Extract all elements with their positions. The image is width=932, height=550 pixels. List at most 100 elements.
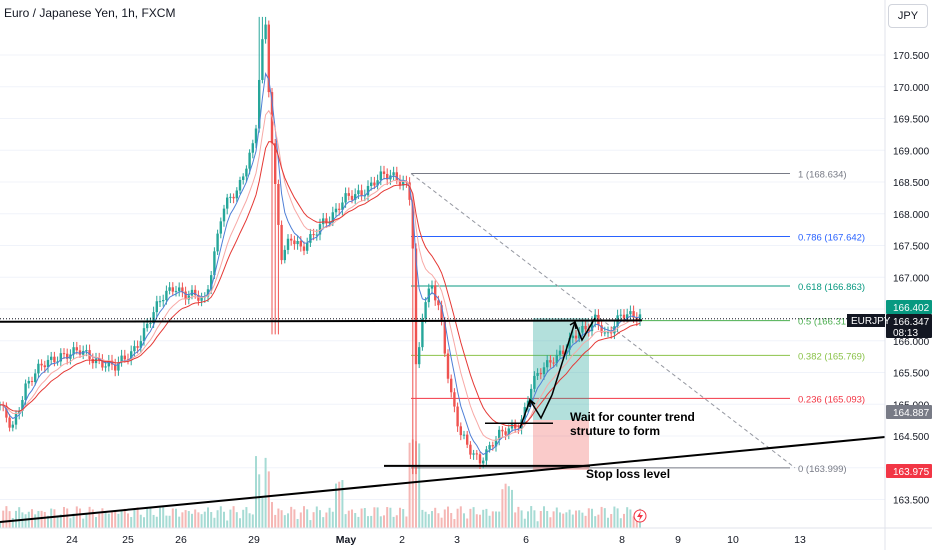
volume-bar bbox=[101, 508, 104, 528]
volume-bar bbox=[159, 507, 161, 528]
candle-body bbox=[14, 413, 18, 425]
candle-body bbox=[222, 208, 226, 222]
volume-bar bbox=[114, 510, 117, 528]
volume-bar bbox=[552, 511, 555, 528]
volume-bar bbox=[437, 513, 440, 528]
candle-body bbox=[165, 290, 168, 301]
candle-body bbox=[200, 297, 203, 301]
candle-body bbox=[542, 367, 546, 375]
candle-body bbox=[299, 240, 302, 247]
candle-body bbox=[370, 182, 373, 186]
candle-body bbox=[478, 454, 482, 464]
candle-body bbox=[104, 366, 107, 368]
time-tick-label: 10 bbox=[727, 534, 739, 546]
volume-bar bbox=[383, 515, 385, 528]
volume-bar bbox=[5, 506, 8, 528]
volume-bar bbox=[322, 517, 325, 528]
volume-bar bbox=[235, 512, 238, 528]
candle-body bbox=[437, 300, 440, 306]
candle-body bbox=[187, 295, 190, 300]
fib-label: 0.5 (166.317) bbox=[798, 317, 855, 328]
candle-body bbox=[552, 362, 555, 364]
currency-button[interactable]: JPY bbox=[888, 4, 928, 28]
volume-bar bbox=[127, 513, 129, 528]
fib-label: 1 (168.634) bbox=[798, 169, 847, 180]
volume-bar bbox=[248, 513, 251, 528]
volume-bar bbox=[568, 509, 571, 528]
volume-bar bbox=[475, 514, 478, 528]
volume-bar bbox=[495, 511, 497, 528]
candle-body bbox=[5, 405, 8, 418]
candle-body bbox=[414, 248, 418, 365]
candle-body bbox=[568, 338, 571, 350]
volume-bar bbox=[117, 513, 120, 528]
ema-line bbox=[0, 71, 641, 456]
volume-bar bbox=[504, 483, 507, 528]
volume-bar bbox=[447, 506, 449, 528]
candle-body bbox=[331, 212, 334, 222]
annotation-counter-trend: struture to form bbox=[570, 424, 660, 438]
volume-bar bbox=[408, 442, 411, 528]
candle-body bbox=[315, 234, 318, 236]
candle-body bbox=[75, 347, 78, 351]
volume-bar bbox=[181, 512, 184, 528]
time-tick-label: 26 bbox=[175, 534, 187, 546]
volume-bar bbox=[287, 513, 289, 528]
volume-bar bbox=[63, 506, 65, 528]
volume-bar bbox=[581, 512, 584, 528]
volume-bar bbox=[546, 510, 549, 528]
candle-body bbox=[440, 305, 443, 322]
candle-body bbox=[485, 449, 488, 461]
volume-bar bbox=[341, 480, 344, 528]
volume-bar bbox=[319, 510, 321, 528]
candle-body bbox=[171, 287, 174, 292]
volume-bar bbox=[603, 508, 606, 528]
volume-bar bbox=[386, 507, 389, 528]
volume-bar bbox=[591, 508, 593, 528]
candle-body bbox=[504, 431, 507, 435]
volume-bar bbox=[264, 457, 267, 528]
time-tick-label: 29 bbox=[248, 534, 260, 546]
candle-body bbox=[530, 388, 533, 401]
volume-bar bbox=[187, 511, 190, 528]
volume-bar bbox=[533, 510, 536, 528]
volume-bar bbox=[629, 509, 632, 528]
candle-body bbox=[43, 365, 46, 368]
candle-body bbox=[581, 325, 584, 333]
candle-body bbox=[261, 39, 264, 80]
candle-body bbox=[507, 428, 510, 435]
volume-bar bbox=[175, 508, 177, 528]
candle-body bbox=[280, 224, 283, 261]
volume-bar bbox=[85, 513, 88, 528]
price-tick-label: 167.000 bbox=[893, 273, 930, 284]
volume-bar bbox=[251, 514, 254, 528]
candle-body bbox=[498, 429, 501, 440]
volume-bar bbox=[520, 510, 523, 528]
candle-body bbox=[168, 287, 171, 291]
volume-bar bbox=[43, 511, 46, 528]
candle-body bbox=[293, 240, 296, 245]
price-tick-label: 170.500 bbox=[893, 51, 930, 62]
volume-bar bbox=[411, 439, 414, 528]
time-tick-label: May bbox=[336, 534, 357, 546]
volume-bar bbox=[75, 506, 78, 528]
volume-bar bbox=[623, 513, 625, 528]
volume-bar bbox=[271, 502, 273, 528]
candle-body bbox=[360, 190, 363, 196]
volume-bar bbox=[216, 510, 219, 528]
candle-body bbox=[85, 350, 88, 352]
candle-body bbox=[235, 190, 238, 199]
stop-price-badge bbox=[886, 464, 932, 478]
volume-bar bbox=[562, 513, 565, 528]
horizontal-support-line bbox=[0, 319, 643, 323]
candle-body bbox=[27, 380, 30, 384]
candle-body bbox=[181, 287, 184, 292]
volume-bar bbox=[527, 511, 529, 528]
volume-bar bbox=[424, 511, 427, 528]
volume-bar bbox=[328, 507, 331, 528]
candle-body bbox=[107, 360, 110, 367]
volume-bar bbox=[95, 517, 97, 528]
volume-bar bbox=[501, 489, 504, 528]
volume-bar bbox=[360, 508, 363, 528]
